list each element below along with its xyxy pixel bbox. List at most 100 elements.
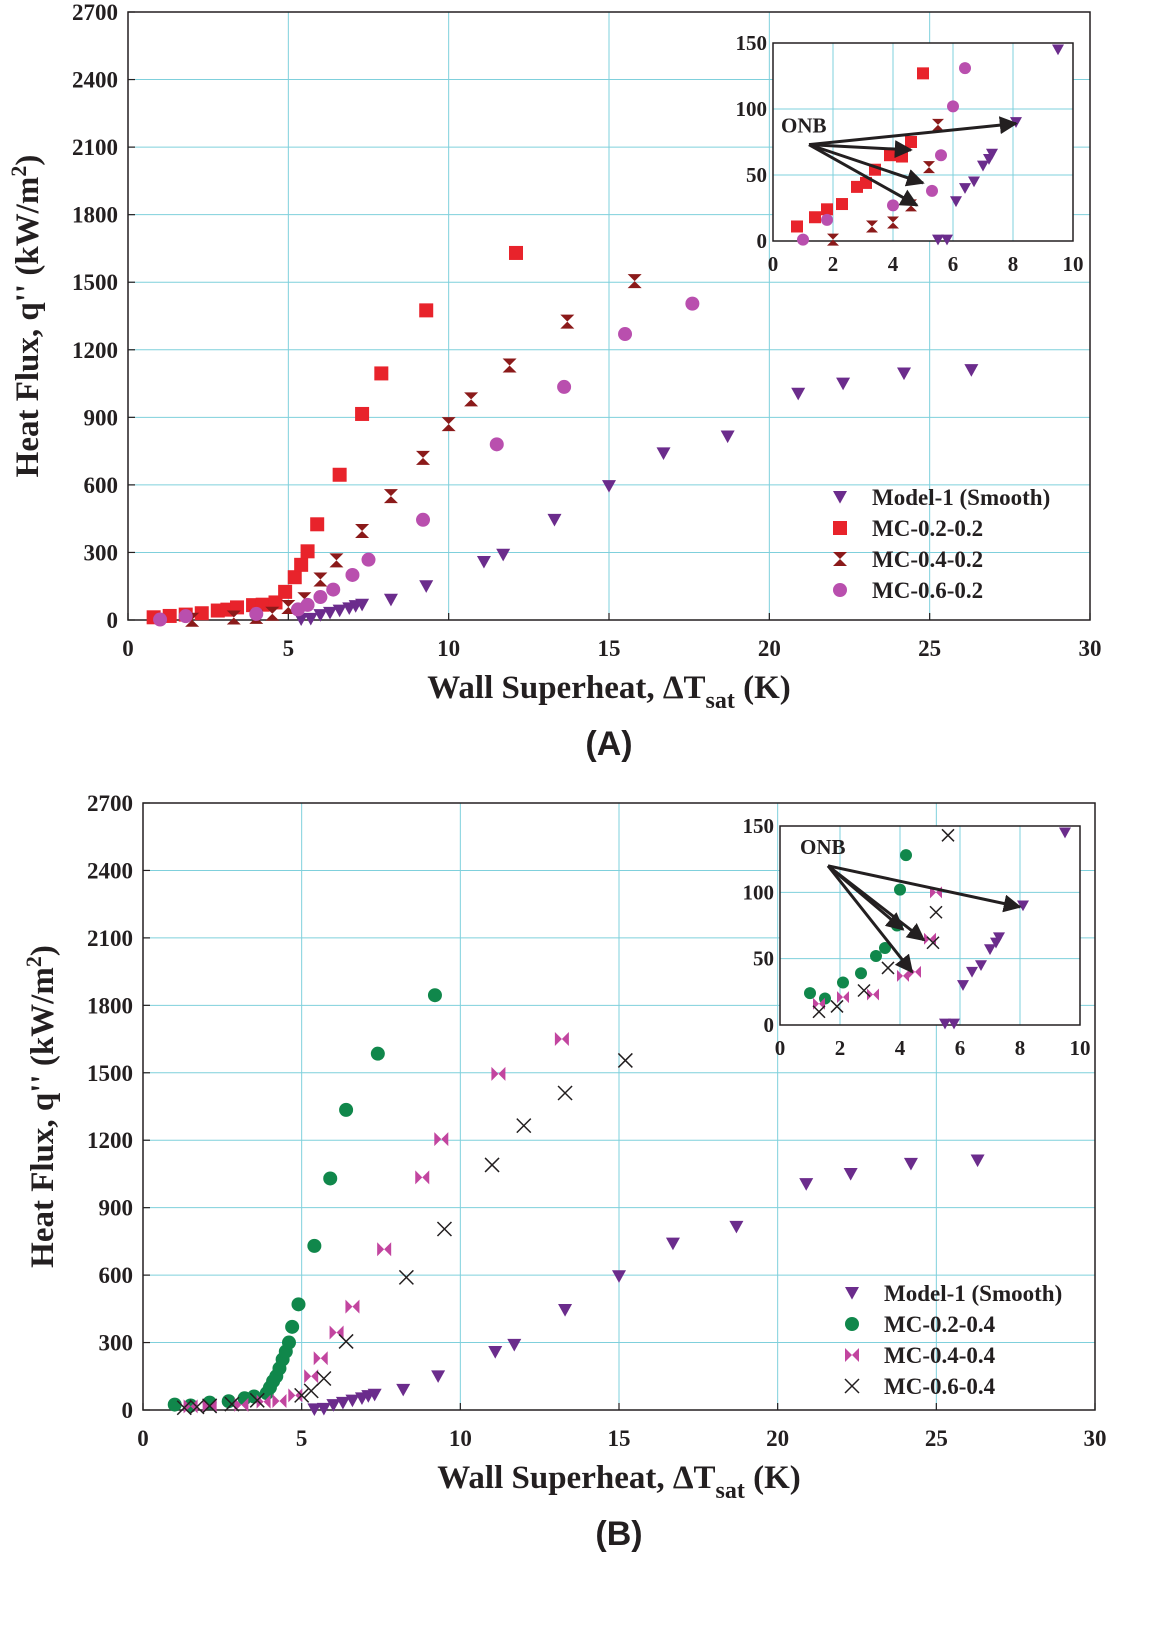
data-point (249, 1392, 265, 1408)
x-tick-label: 10 (449, 1426, 472, 1451)
inset-data-point (855, 967, 867, 980)
inset-data-point (812, 1005, 826, 1019)
inset-data-point (923, 161, 935, 174)
data-point (516, 1118, 532, 1134)
data-point (557, 379, 572, 394)
inset-data-point (905, 136, 917, 148)
legend-marker (845, 1348, 859, 1362)
inset-x-tick-label: 0 (775, 1036, 786, 1060)
data-point (300, 597, 315, 612)
inset-data-point (837, 976, 849, 989)
x-tick-label: 10 (437, 636, 460, 661)
inset-data-point (867, 988, 879, 1001)
data-point (303, 612, 318, 626)
y-axis-label-end: ) (10, 155, 46, 166)
inset-data-point (986, 148, 998, 160)
data-point (685, 296, 700, 311)
inset-data-point (881, 961, 895, 975)
inset-data-point (804, 987, 816, 1000)
x-axis-label-main: Wall Superheat, ΔT (427, 670, 705, 706)
legend-entry: MC-0.4-0.4 (884, 1343, 996, 1368)
data-point (897, 367, 912, 381)
data-point (224, 1396, 240, 1412)
data-point (836, 377, 851, 391)
y-tick-label: 300 (84, 540, 119, 565)
inset-x-tick-label: 4 (895, 1036, 906, 1060)
inset-y-tick-label: 100 (743, 880, 775, 904)
data-point (383, 593, 398, 607)
inset-data-point (884, 149, 896, 162)
legend-marker (845, 1317, 859, 1331)
onb-arrow (808, 143, 919, 207)
inset-y-tick-label: 0 (757, 229, 768, 253)
x-tick-label: 15 (598, 636, 621, 661)
data-point (268, 595, 283, 610)
inset-y-tick-label: 0 (764, 1013, 775, 1037)
data-point (488, 1346, 503, 1359)
data-point (329, 553, 344, 568)
data-point (153, 612, 168, 627)
data-point (272, 1394, 287, 1409)
data-point (434, 1132, 449, 1147)
data-point (234, 1397, 249, 1412)
x-tick-label: 0 (122, 636, 134, 661)
inset-data-point (866, 220, 878, 233)
inset-data-point (939, 1018, 951, 1030)
data-point (396, 1383, 411, 1397)
data-point (665, 1237, 680, 1251)
data-point (313, 590, 328, 605)
x-tick-label: 5 (296, 1426, 308, 1451)
legend-entry: MC-0.2-0.2 (872, 516, 983, 541)
data-point (345, 567, 360, 582)
onb-arrow (826, 864, 914, 974)
x-tick-label: 15 (608, 1426, 631, 1451)
legend-entry: Model-1 (Smooth) (872, 485, 1050, 510)
onb-arrow (827, 864, 926, 942)
legend-marker (833, 583, 847, 597)
inset-data-point (926, 184, 938, 197)
y-tick-label: 600 (84, 473, 119, 498)
x-axis-label: Wall Superheat, ΔTsat (K) (437, 1460, 801, 1504)
legend-marker (833, 521, 847, 535)
inset-data-point (941, 234, 953, 246)
data-point (558, 1304, 573, 1317)
legend-marker (833, 552, 847, 566)
data-point (416, 512, 431, 527)
data-point (278, 584, 293, 599)
data-point (194, 606, 209, 621)
data-point (355, 406, 370, 421)
inset-data-point (932, 118, 944, 131)
x-axis-label-main: Wall Superheat, ΔT (437, 1460, 715, 1496)
x-tick-label: 5 (283, 636, 295, 661)
x-tick-label: 20 (758, 636, 781, 661)
inset-x-tick-label: 2 (828, 252, 839, 276)
data-point (431, 1370, 446, 1383)
inset-data-point (894, 883, 906, 896)
data-point (300, 544, 315, 559)
chart-a: 0 5 10 15 20 25 300300600900120015001800210024… (6, 0, 1102, 763)
inset-x-tick-label: 6 (948, 252, 959, 276)
y-tick-label: 1800 (87, 993, 133, 1018)
data-point (612, 1270, 626, 1283)
data-point (249, 606, 264, 621)
data-point (307, 1403, 322, 1416)
legend-marker (844, 1378, 860, 1394)
inset-frame (779, 825, 1081, 1026)
inset-data-point (957, 980, 969, 991)
data-point (419, 580, 434, 593)
y-axis-label-sup: 2 (6, 166, 31, 177)
y-axis-label: Heat Flux, q'' (kW/m2) (21, 945, 61, 1268)
data-point (464, 392, 479, 407)
inset-data-point (935, 149, 947, 162)
data-point (189, 1399, 205, 1415)
data-point (326, 582, 341, 597)
x-axis-label-unit: (K) (735, 670, 791, 706)
inset-data-point (1052, 44, 1064, 56)
inset-data-point (837, 991, 849, 1004)
data-point (339, 1102, 354, 1117)
data-point (176, 1400, 192, 1416)
data-point (560, 314, 575, 329)
x-axis-label-sub: sat (706, 688, 735, 714)
